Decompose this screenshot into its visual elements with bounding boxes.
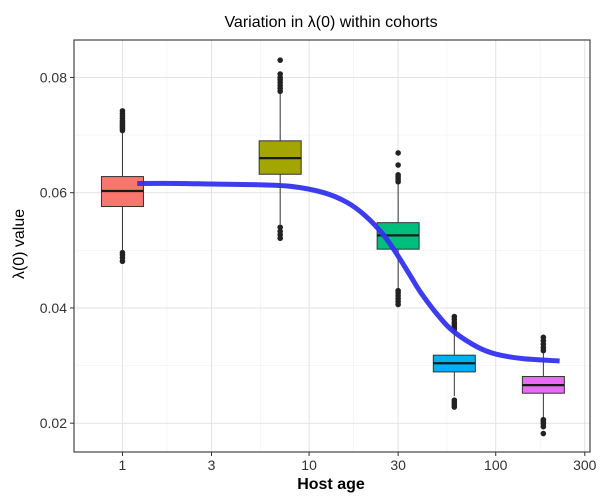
- x-tick-label: 30: [390, 457, 406, 473]
- box-outlier-point: [119, 249, 126, 256]
- y-tick-label: 0.08: [40, 69, 67, 85]
- box-outlier-point: [277, 224, 283, 231]
- box-outlier-point: [540, 334, 547, 341]
- box-outlier-point: [395, 287, 401, 294]
- x-tick-label: 1: [119, 457, 127, 473]
- box-outlier-point: [395, 162, 401, 168]
- x-tick-label: 10: [301, 457, 317, 473]
- box-outlier-point: [277, 228, 283, 235]
- box-outlier-point: [540, 416, 547, 423]
- chart-title: Variation in λ(0) within cohorts: [224, 14, 437, 31]
- box-outlier-point: [277, 57, 283, 63]
- y-axis-title: λ(0) value: [11, 209, 28, 279]
- x-tick-label: 300: [573, 457, 597, 473]
- x-axis-title: Host age: [297, 476, 365, 493]
- x-tick-label: 3: [208, 457, 216, 473]
- x-tick-label: 100: [484, 457, 508, 473]
- plot-border: [73, 39, 591, 453]
- y-tick-label: 0.02: [40, 415, 67, 431]
- y-tick-label: 0.04: [40, 300, 67, 316]
- box-outlier-point: [119, 108, 126, 114]
- box-outlier-point: [277, 71, 283, 77]
- box-outlier-point: [395, 150, 401, 156]
- box-outlier-point: [540, 430, 547, 437]
- box-outlier-point: [451, 313, 458, 320]
- plot-panel: 0.02 0.04 0.06 0.08 1 3 10 30 100 300: [40, 39, 597, 473]
- box-outlier-point: [395, 172, 401, 178]
- y-tick-label: 0.06: [40, 185, 67, 201]
- box-outlier-point: [451, 397, 458, 403]
- smooth-trend-line: [137, 180, 560, 364]
